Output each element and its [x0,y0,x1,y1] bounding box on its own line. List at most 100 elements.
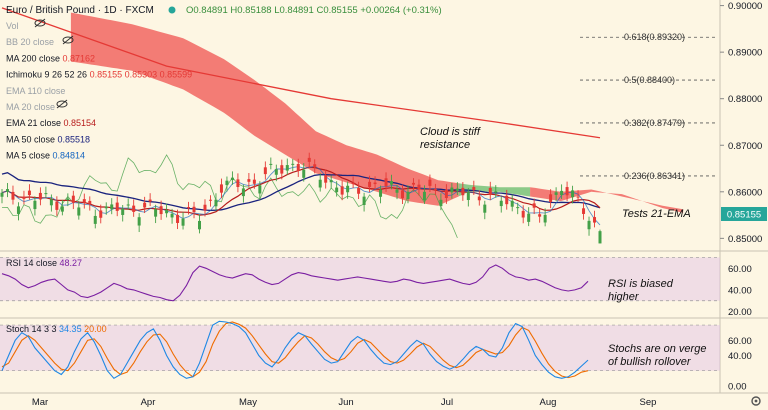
candle-body[interactable] [444,189,448,198]
candle-body[interactable] [433,188,437,190]
candle-body[interactable] [143,202,147,208]
candle-body[interactable] [181,218,185,226]
candle-body[interactable] [357,187,361,194]
indicator-label[interactable]: Ichimoku 9 26 52 26 0.85155 0.85303 0.85… [6,70,192,80]
candle-body[interactable] [291,163,295,165]
candle-body[interactable] [455,188,459,191]
settings-icon[interactable] [751,396,761,406]
candle-body[interactable] [335,187,339,193]
candle-body[interactable] [60,206,64,212]
candle-body[interactable] [598,231,602,244]
candle-body[interactable] [192,206,196,213]
candle-body[interactable] [565,187,569,196]
candle-body[interactable] [165,210,169,214]
candle-body[interactable] [329,180,333,183]
candle-body[interactable] [302,169,306,178]
stoch-panel[interactable]: Stoch 14 3 3 34.35 20.00 [0,320,720,380]
candle-body[interactable] [230,177,234,181]
candle-body[interactable] [16,206,20,214]
candle-body[interactable] [488,187,492,195]
candle-body[interactable] [93,215,97,224]
candle-body[interactable] [587,220,591,230]
candle-body[interactable] [269,163,273,165]
candle-body[interactable] [461,187,465,196]
candle-body[interactable] [187,207,191,209]
candle-body[interactable] [252,179,256,184]
candle-body[interactable] [198,220,202,230]
candle-body[interactable] [225,180,229,186]
candle-body[interactable] [126,204,130,206]
eye-icon[interactable] [34,18,46,28]
candle-body[interactable] [494,191,498,193]
candle-body[interactable] [137,217,141,226]
candle-body[interactable] [203,204,207,211]
candle-body[interactable] [121,208,125,215]
candle-body[interactable] [571,190,575,198]
candle-body[interactable] [274,169,278,175]
candle-body[interactable] [532,203,536,208]
candle-body[interactable] [351,182,355,184]
candle-body[interactable] [115,202,119,211]
candle-body[interactable] [593,217,597,223]
indicator-label[interactable]: Vol [6,21,19,31]
candle-body[interactable] [560,190,564,196]
rsi-panel[interactable]: RSI 14 close 48.27 [0,257,720,302]
eye-icon[interactable] [56,99,68,109]
candle-body[interactable] [219,184,223,193]
candle-body[interactable] [362,196,366,205]
candle-body[interactable] [549,194,553,203]
candle-body[interactable] [0,192,4,197]
candle-body[interactable] [527,213,531,222]
indicator-label[interactable]: EMA 110 close [6,86,65,96]
candle-body[interactable] [49,199,53,206]
candle-body[interactable] [521,210,525,218]
candle-body[interactable] [38,192,42,200]
indicator-label[interactable]: BB 20 close [6,37,54,47]
candle-body[interactable] [5,189,9,192]
candle-body[interactable] [280,165,284,174]
candle-body[interactable] [285,165,289,171]
candle-body[interactable] [263,167,267,175]
candle-body[interactable] [148,199,152,202]
candle-body[interactable] [214,199,218,207]
candle-body[interactable] [400,190,404,199]
candle-body[interactable] [373,182,377,185]
candle-body[interactable] [439,199,443,207]
candle-body[interactable] [576,196,580,198]
candle-body[interactable] [27,190,31,196]
candle-body[interactable] [44,193,48,195]
candle-body[interactable] [554,192,558,195]
candle-body[interactable] [247,179,251,182]
indicator-label[interactable]: MA 200 close 0.87162 [6,53,95,63]
candle-body[interactable] [477,196,481,201]
candle-body[interactable] [384,178,388,187]
candle-body[interactable] [538,214,542,217]
candle-body[interactable] [379,189,383,197]
candle-body[interactable] [516,207,520,209]
candle-body[interactable] [99,210,103,218]
indicator-label[interactable]: MA 5 close 0.84814 [6,151,85,161]
candle-body[interactable] [499,200,503,207]
candle-body[interactable] [582,208,586,214]
candle-body[interactable] [154,209,158,217]
candle-body[interactable] [236,179,240,187]
candle-body[interactable] [466,192,470,201]
candle-body[interactable] [296,164,300,171]
indicator-label[interactable]: MA 50 close 0.85518 [6,134,90,144]
candle-body[interactable] [66,198,70,201]
candle-body[interactable] [395,189,399,193]
candle-body[interactable] [170,213,174,218]
candle-body[interactable] [368,181,372,187]
candle-body[interactable] [241,188,245,197]
candle-body[interactable] [406,191,410,200]
candle-body[interactable] [176,214,180,223]
candle-body[interactable] [472,187,476,191]
candle-body[interactable] [450,187,454,193]
candle-body[interactable] [77,207,81,216]
candle-body[interactable] [340,186,344,195]
candle-body[interactable] [324,175,328,183]
candle-body[interactable] [505,195,509,205]
candle-body[interactable] [483,204,487,213]
candle-body[interactable] [428,179,432,186]
candle-body[interactable] [88,200,92,205]
